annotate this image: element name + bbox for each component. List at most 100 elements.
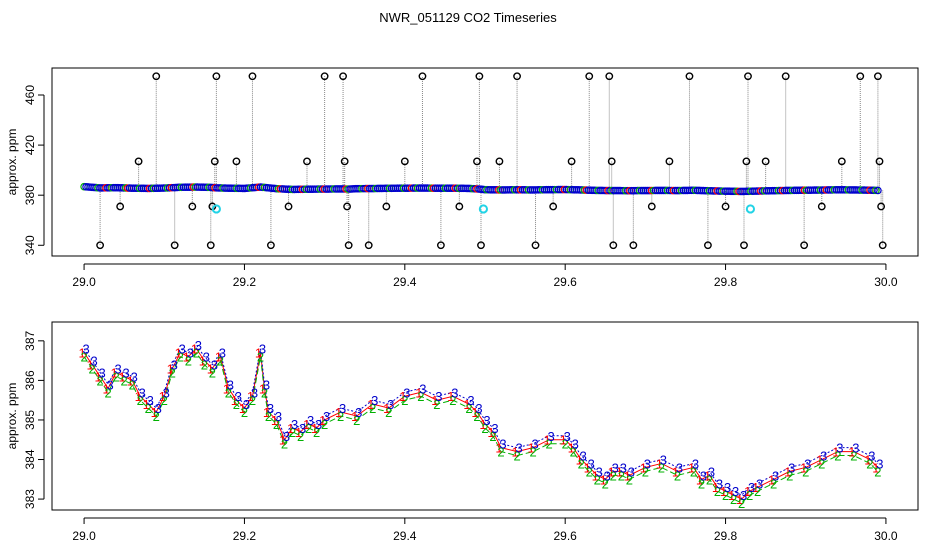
outlier-point	[685, 72, 694, 81]
series-3-point: 3	[307, 413, 314, 428]
series-2-point: 2	[129, 377, 136, 392]
top-y-tick-label: 460	[23, 85, 37, 105]
series-1-point: 1	[263, 405, 270, 420]
outlier-point	[364, 241, 373, 250]
series-1-point: 1	[259, 381, 266, 396]
series-2-point: 2	[874, 464, 881, 479]
series-1-point: 1	[656, 456, 663, 471]
series-3-point: 3	[315, 417, 322, 432]
outlier-point	[800, 241, 809, 250]
series-3-point: 3	[700, 468, 707, 483]
top-x-tick-label: 29.6	[554, 275, 578, 289]
series-3-point: 3	[588, 456, 595, 471]
series-3-point: 3	[147, 393, 154, 408]
series-1-point: 1	[207, 362, 214, 377]
series-1-point: 1	[511, 445, 518, 460]
series-2-point: 2	[570, 445, 577, 460]
series-2-point: 2	[297, 429, 304, 444]
series-2-point: 2	[618, 468, 625, 483]
top-x-tick-label: 29.8	[714, 275, 738, 289]
series-2-point: 2	[153, 409, 160, 424]
bottom-x-tick-label: 29.8	[714, 529, 738, 540]
bottom-x-tick-label: 29.4	[393, 529, 417, 540]
series-1-point: 1	[383, 401, 390, 416]
series-2-line	[83, 351, 879, 504]
series-2-point: 2	[546, 437, 553, 452]
series-2-point: 2	[177, 350, 184, 365]
series-2-point: 2	[465, 401, 472, 416]
series-1-point: 1	[712, 480, 719, 495]
top-plot-marks	[80, 72, 887, 250]
series-1-point: 1	[119, 369, 126, 384]
series-1-point: 1	[800, 460, 807, 475]
series-1-point: 1	[848, 445, 855, 460]
series-1-point: 1	[78, 346, 85, 361]
series-1-point: 1	[720, 484, 727, 499]
series-2-point: 2	[802, 464, 809, 479]
series-1-point: 1	[295, 425, 302, 440]
series-3-point: 3	[355, 405, 362, 420]
series-2-point: 2	[273, 417, 280, 432]
series-1-point: 1	[271, 413, 278, 428]
series-3-point: 3	[339, 401, 346, 416]
outlier-point	[188, 202, 197, 211]
series-1-point: 1	[744, 484, 751, 499]
outlier-point	[232, 157, 241, 166]
series-2-point: 2	[674, 468, 681, 483]
series-2-point: 2	[770, 476, 777, 491]
series-1-point: 1	[728, 488, 735, 503]
outlier-point	[400, 157, 409, 166]
series-3-point: 3	[876, 456, 883, 471]
series-2-point: 2	[818, 456, 825, 471]
outlier-point	[495, 157, 504, 166]
series-2-point: 2	[690, 464, 697, 479]
bottom-x-tick-label: 29.6	[554, 529, 578, 540]
series-2-point: 2	[658, 460, 665, 475]
series-1-point: 1	[624, 468, 631, 483]
series-3-point: 3	[548, 429, 555, 444]
flagged-point	[745, 204, 756, 214]
series-1-point: 1	[127, 373, 134, 388]
series-2-point: 2	[834, 449, 841, 464]
outlier-point	[303, 157, 311, 166]
outlier-point	[339, 72, 347, 81]
series-2-point: 2	[321, 417, 328, 432]
outlier-point	[549, 202, 558, 211]
series-3-point: 3	[163, 385, 170, 400]
series-2-point: 2	[746, 488, 753, 503]
outlier-point	[344, 241, 353, 250]
outlier-point	[629, 241, 638, 250]
top-y-axis: 340 380 420 460	[23, 85, 45, 255]
series-2-point: 2	[714, 484, 721, 499]
series-3-point: 3	[251, 385, 258, 400]
series-1-point: 1	[576, 453, 583, 468]
series-2-point: 2	[473, 409, 480, 424]
series-1-point: 1	[600, 472, 607, 487]
series-3-point: 3	[572, 437, 579, 452]
series-3-point: 3	[98, 365, 105, 380]
series-1-point: 1	[183, 350, 190, 365]
series-2-point: 2	[169, 365, 176, 380]
series-1-point: 1	[167, 362, 174, 377]
series-2-point: 2	[281, 437, 288, 452]
series-2-point: 2	[850, 449, 857, 464]
series-1-point: 1	[752, 480, 759, 495]
bottom-x-axis: 29.0 29.2 29.4 29.6 29.8 30.0	[72, 517, 898, 540]
series-2-point: 2	[706, 472, 713, 487]
series-3-point: 3	[852, 441, 859, 456]
series-3-point: 3	[131, 369, 138, 384]
series-1-point: 1	[94, 369, 101, 384]
outlier-point	[567, 157, 576, 166]
series-3-point: 3	[475, 401, 482, 416]
series-1-point: 1	[151, 405, 158, 420]
outlier-point	[877, 202, 886, 211]
series-2-point: 2	[145, 401, 152, 416]
outlier-point	[382, 202, 391, 211]
series-3-point: 3	[235, 389, 242, 404]
outlier-point	[152, 72, 161, 81]
series-3-point: 3	[467, 393, 474, 408]
series-2-point: 2	[866, 456, 873, 471]
series-2-point: 2	[193, 346, 200, 361]
series-2-point: 2	[233, 397, 240, 412]
